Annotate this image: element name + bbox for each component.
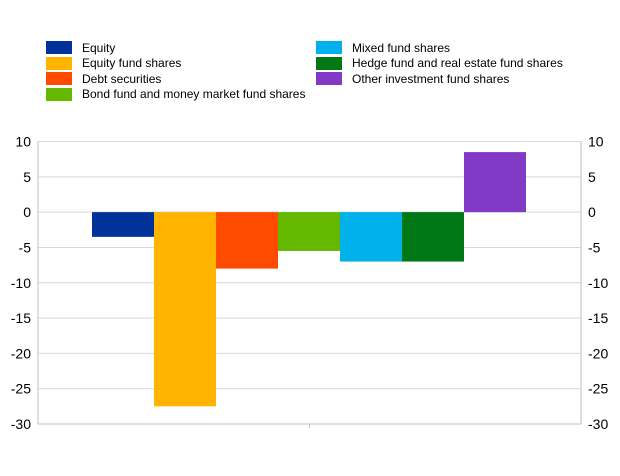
y-tick-label-right: -25 bbox=[588, 381, 608, 397]
legend-swatch bbox=[46, 41, 72, 54]
legend-item: Hedge fund and real estate fund shares bbox=[316, 56, 563, 71]
legend-label: Mixed fund shares bbox=[352, 40, 451, 55]
legend-label: Hedge fund and real estate fund shares bbox=[352, 56, 563, 70]
legend-item: Bond fund and money market fund shares bbox=[46, 87, 305, 102]
y-tick-label-right: -15 bbox=[588, 310, 608, 326]
legend-swatch bbox=[46, 72, 72, 85]
y-tick-label-left: 0 bbox=[23, 204, 31, 220]
y-tick-label-left: 5 bbox=[23, 169, 31, 185]
legend-swatch bbox=[316, 41, 342, 54]
y-tick-label-left: -20 bbox=[11, 345, 31, 361]
bar bbox=[340, 212, 402, 262]
y-tick-label-right: -10 bbox=[588, 275, 608, 291]
legend-label: Debt securities bbox=[82, 71, 162, 86]
y-tick-label-left: -30 bbox=[11, 416, 31, 432]
legend-item: Other investment fund shares bbox=[316, 71, 509, 86]
y-tick-label-right: 10 bbox=[588, 134, 604, 150]
legend-item: Debt securities bbox=[46, 71, 161, 86]
y-tick-label-left: -15 bbox=[11, 310, 31, 326]
legend-swatch bbox=[46, 56, 72, 70]
bar bbox=[216, 212, 278, 269]
bar bbox=[402, 212, 464, 262]
bar bbox=[154, 212, 216, 407]
legend-swatch bbox=[316, 56, 342, 70]
y-tick-label-right: -20 bbox=[588, 345, 608, 361]
legend-swatch bbox=[316, 72, 342, 85]
legend-item: Mixed fund shares bbox=[316, 40, 450, 55]
y-tick-label-right: 5 bbox=[588, 169, 596, 185]
bar bbox=[278, 212, 340, 251]
legend-item: Equity bbox=[46, 40, 115, 55]
legend-label: Equity bbox=[82, 40, 116, 55]
legend-label: Other investment fund shares bbox=[352, 71, 510, 86]
y-tick-label-left: -10 bbox=[11, 275, 31, 291]
bar bbox=[92, 212, 154, 237]
y-tick-label-right: 0 bbox=[588, 204, 596, 220]
y-tick-label-right: -5 bbox=[588, 239, 601, 255]
bar bbox=[464, 152, 526, 213]
legend-label: Bond fund and money market fund shares bbox=[82, 87, 306, 101]
y-tick-label-right: -30 bbox=[588, 416, 608, 432]
y-tick-label-left: -25 bbox=[11, 381, 31, 397]
y-tick-label-left: -5 bbox=[19, 239, 32, 255]
legend-label: Equity fund shares bbox=[82, 56, 182, 70]
legend-swatch bbox=[46, 87, 72, 101]
legend-item: Equity fund shares bbox=[46, 56, 181, 71]
y-tick-label-left: 10 bbox=[15, 134, 31, 150]
chart-legend: Equity Equity fund shares Debt securities B… bbox=[46, 40, 606, 104]
